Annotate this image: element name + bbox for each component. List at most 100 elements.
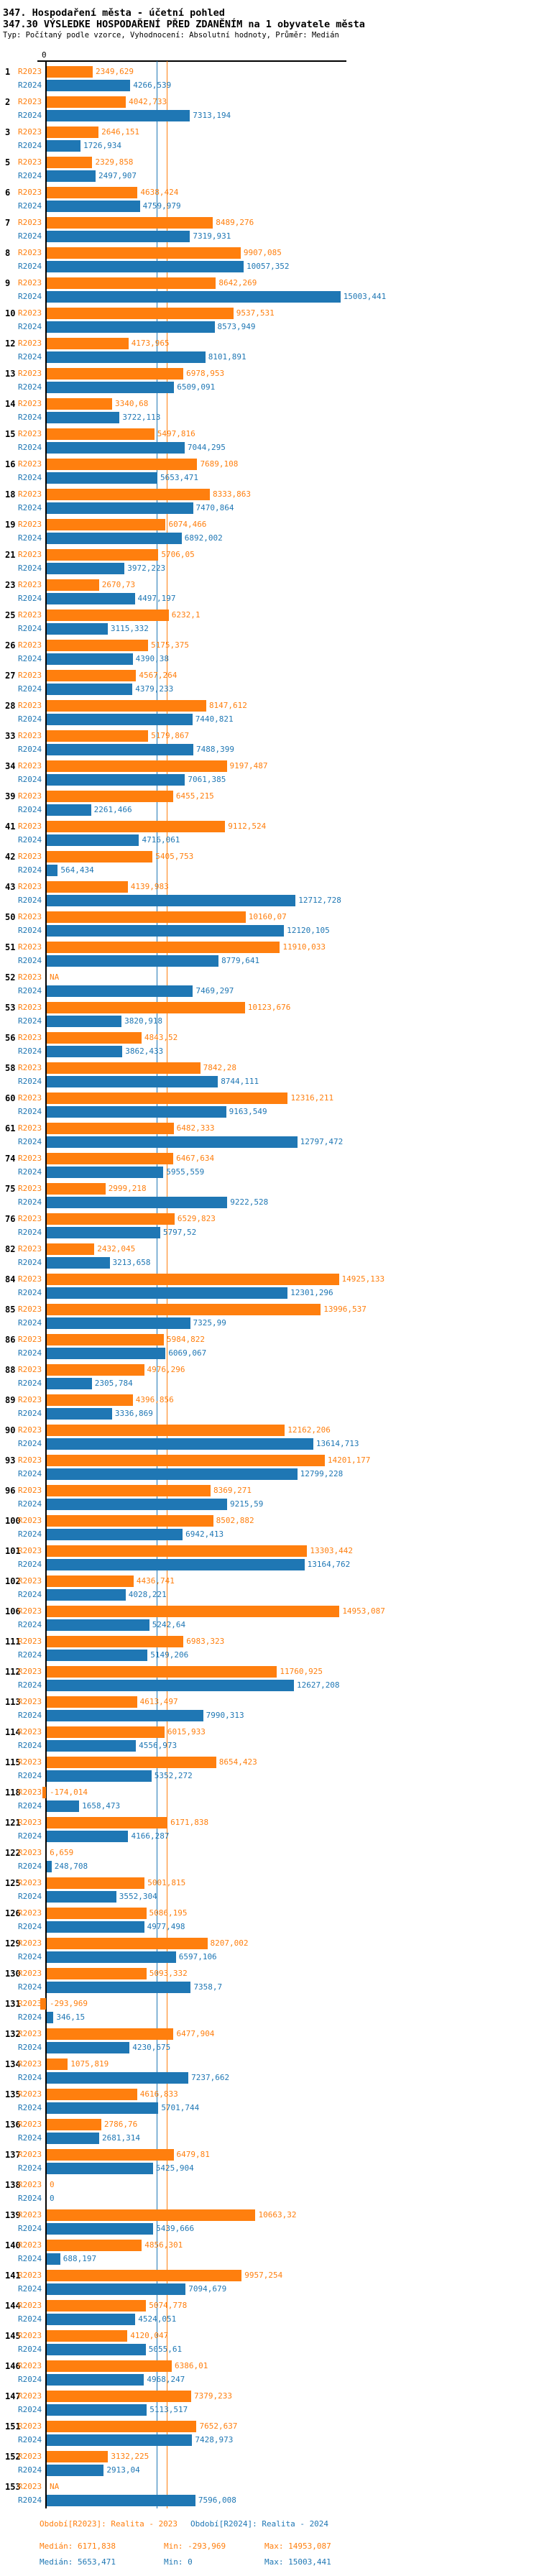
row-number: 50 [5,912,16,922]
row-pair: 121 R2023 6171,838 R2024 4166,287 [0,1817,539,1847]
bar-r2023 [47,126,99,138]
series-label-r2023: R2023 [18,2059,42,2069]
value-label-r2023: 5175,375 [150,640,189,650]
value-label-r2023: 5497,816 [157,429,195,438]
row-number: 16 [5,459,16,469]
value-label-r2024: 2913,04 [106,2465,140,2475]
row-pair: 1 R2023 2349,629 R2024 4266,539 [0,66,539,96]
series-label-r2023: R2023 [18,1999,42,2008]
row-pair: 60 R2023 12316,211 R2024 9163,549 [0,1092,539,1123]
series-label-r2024: R2024 [18,1439,42,1448]
value-label-r2024: 5653,471 [160,473,198,482]
row-number: 114 [5,1727,21,1737]
bar-r2023 [47,1243,95,1255]
value-label-r2023: 5074,778 [149,2301,188,2310]
bar-r2023 [47,1726,165,1738]
series-label-r2023: R2023 [18,2301,42,2310]
value-label-r2023: 8654,423 [218,1757,257,1767]
row-number: 102 [5,1576,21,1586]
series-label-r2024: R2024 [18,1167,42,1177]
series-label-r2024: R2024 [18,654,42,663]
row-number: 125 [5,1878,21,1888]
series-label-r2023: R2023 [18,369,42,378]
series-label-r2023: R2023 [18,1606,42,1616]
bar-r2024 [47,321,215,333]
bar-r2023 [47,1545,308,1557]
value-label-r2023: 4396,856 [135,1395,174,1404]
value-label-r2024: 12799,228 [300,1469,344,1478]
bar-r2024 [47,2042,130,2053]
row-number: 101 [5,1546,21,1556]
series-label-r2023: R2023 [18,1637,42,1646]
bar-r2023 [47,519,166,530]
series-label-r2023: R2023 [18,1395,42,1404]
value-label-r2024: 7319,931 [193,231,231,241]
value-label-r2024: 4977,498 [147,1922,185,1931]
row-pair: 131 R2023 -293,969 R2024 346,15 [0,1998,539,2028]
row-pair: 114 R2023 6015,933 R2024 4556,973 [0,1726,539,1757]
series-label-r2024: R2024 [18,896,42,905]
row-number: 25 [5,610,16,620]
value-label-r2023: 12162,206 [287,1425,331,1435]
row-pair: 28 R2023 8147,612 R2024 7440,821 [0,700,539,730]
row-number: 89 [5,1395,16,1405]
series-label-r2023: R2023 [18,1003,42,1012]
row-number: 8 [5,248,11,258]
row-number: 88 [5,1365,16,1375]
value-label-r2023: 8147,612 [208,701,247,710]
series-label-r2023: R2023 [18,429,42,438]
bar-r2024 [47,1951,176,1963]
series-label-r2023: R2023 [18,912,42,921]
value-label-r2023: 6232,1 [171,610,201,620]
bar-r2023 [47,2028,174,2040]
value-label-r2023: 6479,81 [176,2150,210,2159]
row-number: 153 [5,2482,21,2492]
value-label-r2023: 6467,634 [176,1154,215,1163]
row-pair: 144 R2023 5074,778 R2024 4524,051 [0,2300,539,2330]
bar-r2023 [47,2421,197,2432]
series-label-r2023: R2023 [18,97,42,106]
series-label-r2024: R2024 [18,533,42,543]
series-label-r2023: R2023 [18,1063,42,1072]
value-label-r2024: 12120,105 [287,926,330,935]
series-label-r2024: R2024 [18,1711,42,1720]
value-label-r2024: 4166,287 [131,1831,170,1841]
bar-r2023 [47,2058,68,2070]
series-label-r2023: R2023 [18,550,42,559]
value-label-r2024: 7044,295 [187,443,226,452]
value-label-r2023: 5405,753 [155,852,194,861]
value-label-r2023: 4139,983 [130,882,169,891]
bar-r2024 [47,1046,123,1057]
bar-r2024 [47,804,91,816]
value-label-r2024: 3820,918 [124,1016,163,1026]
row-number: 12 [5,339,16,349]
bar-r2023 [47,1183,106,1195]
value-label-r2023: 5706,05 [161,550,195,559]
series-label-r2023: R2023 [18,852,42,861]
bar-r2024 [47,1317,190,1329]
row-number: 6 [5,188,11,198]
value-label-r2023: 10160,07 [248,912,287,921]
series-label-r2024: R2024 [18,2073,42,2082]
bar-r2024 [47,472,157,484]
series-label-r2023: R2023 [18,1969,42,1978]
row-pair: 42 R2023 5405,753 R2024 564,434 [0,851,539,881]
indicator-meta: Typ: Počítaný podle vzorce, Vyhodnocení:… [3,31,339,40]
bar-r2023 [47,1062,201,1074]
bar-r2023 [47,791,173,802]
bar-r2024 [47,1559,305,1570]
value-label-r2024: 8744,111 [221,1077,259,1086]
row-number: 146 [5,2361,21,2371]
value-label-r2023: 12316,211 [290,1093,334,1103]
bar-r2023 [47,1515,213,1527]
value-label-r2024: 3336,869 [114,1409,153,1418]
value-label-r2024: 7358,7 [193,1982,223,1992]
series-label-r2024: R2024 [18,805,42,814]
value-label-r2023: 2349,629 [96,67,134,76]
row-pair: 122 R2023 6,659 R2024 248,708 [0,1847,539,1877]
row-pair: 93 R2023 14201,177 R2024 12799,228 [0,1455,539,1485]
bar-r2024 [47,80,131,91]
bar-r2023 [47,1877,145,1889]
bar-r2023 [47,1968,147,1979]
bar-r2023 [47,1938,208,1949]
